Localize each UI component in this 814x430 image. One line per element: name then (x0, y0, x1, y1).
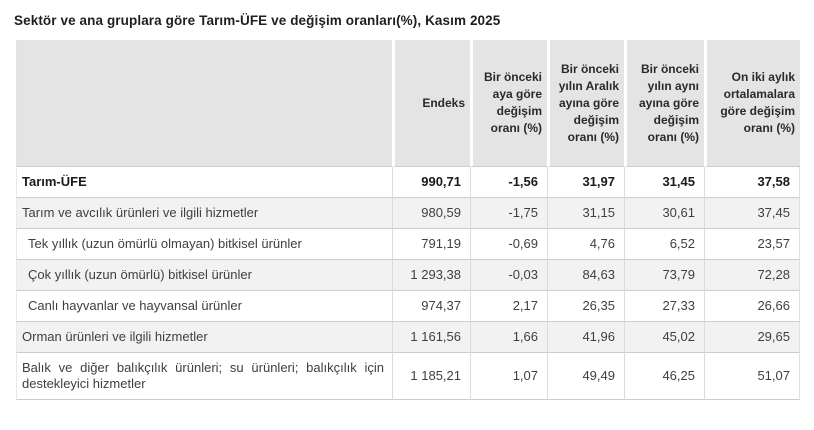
table-row: Tek yıllık (uzun ömürlü olmayan) bitkise… (16, 229, 800, 260)
value-cell: -0,69 (470, 229, 547, 260)
column-header: Bir önceki yılın aynı ayına göre değişim… (624, 40, 704, 167)
row-label: Tek yıllık (uzun ömürlü olmayan) bitkise… (16, 229, 392, 260)
value-cell: 31,15 (547, 198, 624, 229)
table-row: Balık ve diğer balıkçılık ürünleri; su ü… (16, 353, 800, 400)
value-cell: 31,97 (547, 167, 624, 198)
value-cell: 51,07 (704, 353, 800, 400)
value-cell: 27,33 (624, 291, 704, 322)
value-cell: 72,28 (704, 260, 800, 291)
value-cell: 4,76 (547, 229, 624, 260)
table-header-row: Endeks Bir önceki aya göre değişim oranı … (16, 40, 800, 167)
table-body: Tarım-ÜFE 990,71 -1,56 31,97 31,45 37,58 Tarım… (16, 167, 800, 400)
row-label: Tarım ve avcılık ürünleri ve ilgili hizm… (16, 198, 392, 229)
value-cell: 37,45 (704, 198, 800, 229)
value-cell: 1 161,56 (392, 322, 470, 353)
value-cell: 37,58 (704, 167, 800, 198)
value-cell: 30,61 (624, 198, 704, 229)
tarim-ufe-table: Endeks Bir önceki aya göre değişim oranı … (16, 40, 800, 400)
value-cell: 1 293,38 (392, 260, 470, 291)
value-cell: 29,65 (704, 322, 800, 353)
value-cell: 46,25 (624, 353, 704, 400)
row-label: Tarım-ÜFE (16, 167, 392, 198)
value-cell: 23,57 (704, 229, 800, 260)
table-header: Endeks Bir önceki aya göre değişim oranı … (16, 40, 800, 167)
value-cell: -1,56 (470, 167, 547, 198)
value-cell: 6,52 (624, 229, 704, 260)
value-cell: 1,66 (470, 322, 547, 353)
table-row: Çok yıllık (uzun ömürlü) bitkisel ürünle… (16, 260, 800, 291)
value-cell: 974,37 (392, 291, 470, 322)
value-cell: -0,03 (470, 260, 547, 291)
table-row: Tarım-ÜFE 990,71 -1,56 31,97 31,45 37,58 (16, 167, 800, 198)
page-title: Sektör ve ana gruplara göre Tarım-ÜFE ve… (14, 13, 501, 28)
table-row: Tarım ve avcılık ürünleri ve ilgili hizm… (16, 198, 800, 229)
table-row: Orman ürünleri ve ilgili hizmetler 1 161,… (16, 322, 800, 353)
column-header: On iki aylık ortalamalara göre değişim o… (704, 40, 800, 167)
value-cell: 31,45 (624, 167, 704, 198)
column-header: Endeks (392, 40, 470, 167)
row-label-column-header (16, 40, 392, 167)
row-label: Orman ürünleri ve ilgili hizmetler (16, 322, 392, 353)
value-cell: 1,07 (470, 353, 547, 400)
value-cell: 980,59 (392, 198, 470, 229)
value-cell: 26,35 (547, 291, 624, 322)
column-header: Bir önceki aya göre değişim oranı (%) (470, 40, 547, 167)
value-cell: 26,66 (704, 291, 800, 322)
value-cell: 45,02 (624, 322, 704, 353)
value-cell: -1,75 (470, 198, 547, 229)
value-cell: 49,49 (547, 353, 624, 400)
row-label: Canlı hayvanlar ve hayvansal ürünler (16, 291, 392, 322)
value-cell: 41,96 (547, 322, 624, 353)
value-cell: 1 185,21 (392, 353, 470, 400)
row-label: Balık ve diğer balıkçılık ürünleri; su ü… (16, 353, 392, 400)
column-header: Bir önceki yılın Aralık ayına göre değiş… (547, 40, 624, 167)
value-cell: 791,19 (392, 229, 470, 260)
value-cell: 990,71 (392, 167, 470, 198)
row-label: Çok yıllık (uzun ömürlü) bitkisel ürünle… (16, 260, 392, 291)
value-cell: 2,17 (470, 291, 547, 322)
value-cell: 73,79 (624, 260, 704, 291)
table-row: Canlı hayvanlar ve hayvansal ürünler 974,… (16, 291, 800, 322)
value-cell: 84,63 (547, 260, 624, 291)
